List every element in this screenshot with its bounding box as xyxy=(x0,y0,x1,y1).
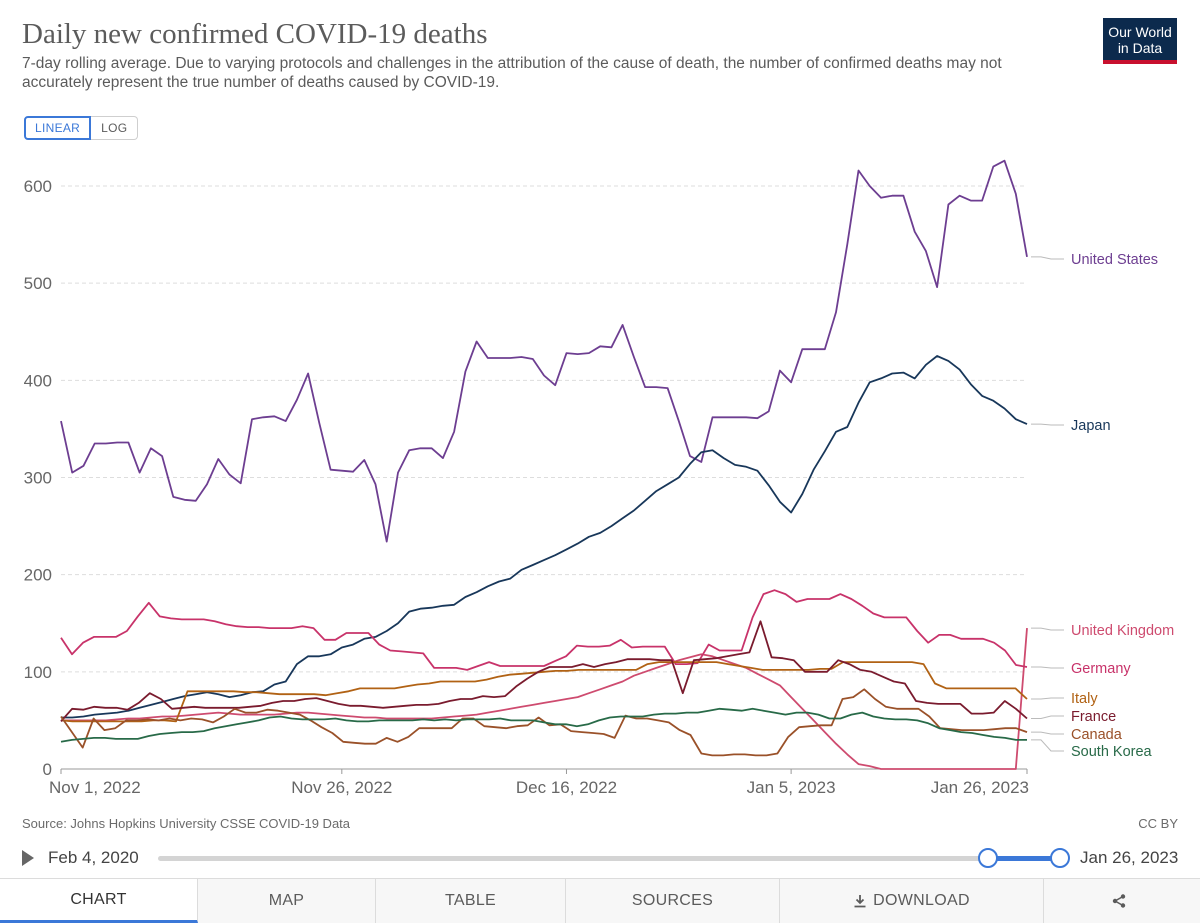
y-axis-ticks: 0 100 200 300 400 500 600 xyxy=(24,177,52,779)
x-tick-label: Jan 26, 2023 xyxy=(931,778,1029,797)
source-note: Source: Johns Hopkins University CSSE CO… xyxy=(22,816,351,831)
series-line-canada[interactable] xyxy=(60,688,1028,757)
series-line-united-kingdom[interactable] xyxy=(61,628,1028,770)
x-tick-label: Jan 5, 2023 xyxy=(747,778,836,797)
tab-download-label: DOWNLOAD xyxy=(873,892,970,909)
share-icon xyxy=(1112,894,1126,908)
series-line-united-states[interactable] xyxy=(60,159,1028,543)
tab-chart[interactable]: CHART xyxy=(0,879,198,923)
series-label-united-states[interactable]: United States xyxy=(1071,252,1158,268)
tab-download[interactable]: DOWNLOAD xyxy=(780,879,1044,923)
timeline-start-label: Feb 4, 2020 xyxy=(48,848,139,867)
line-chart: 0 100 200 300 400 500 600 Nov 1, 2022 Nov 26, 2… xyxy=(24,159,1174,797)
y-tick-label: 600 xyxy=(24,177,52,196)
tab-bar: CHART MAP TABLE SOURCES DOWNLOAD xyxy=(0,878,1200,923)
series-label-germany[interactable]: Germany xyxy=(1071,661,1131,677)
log-scale-button[interactable]: LOG xyxy=(91,116,139,140)
label-connector xyxy=(1031,256,1064,260)
series-label-united-kingdom[interactable]: United Kingdom xyxy=(1071,623,1174,639)
label-connector xyxy=(1031,731,1064,735)
timeline-start-handle[interactable] xyxy=(978,848,998,868)
label-connector xyxy=(1031,423,1064,426)
grid-lines xyxy=(61,185,1027,673)
label-connector xyxy=(1031,627,1064,631)
y-tick-label: 200 xyxy=(24,566,52,585)
series-line-italy[interactable] xyxy=(60,661,1028,723)
y-tick-label: 300 xyxy=(24,469,52,488)
license-link[interactable]: CC BY xyxy=(1138,816,1178,831)
series-line-france[interactable] xyxy=(60,620,1028,722)
logo-line-2: in Data xyxy=(1117,40,1163,56)
x-axis: Nov 1, 2022 Nov 26, 2022 Dec 16, 2022 Jan 5… xyxy=(49,768,1029,797)
label-connector xyxy=(1031,697,1064,700)
chart-title: Daily new confirmed COVID-19 deaths xyxy=(22,18,488,50)
timeline-end-handle[interactable] xyxy=(1050,848,1070,868)
y-tick-label: 0 xyxy=(43,760,52,779)
linear-scale-button[interactable]: LINEAR xyxy=(24,116,92,140)
scale-toggle: LINEAR LOG xyxy=(24,116,139,140)
x-tick-label: Nov 1, 2022 xyxy=(49,778,141,797)
y-tick-label: 400 xyxy=(24,371,52,390)
tab-sources-label: SOURCES xyxy=(631,892,714,909)
chart-subtitle: 7-day rolling average. Due to varying pr… xyxy=(22,55,1002,91)
tab-table[interactable]: TABLE xyxy=(376,879,566,923)
play-icon[interactable] xyxy=(22,850,34,866)
timeline: Feb 4, 2020 Jan 26, 2023 xyxy=(0,840,1200,876)
logo-line-1: Our World xyxy=(1108,24,1172,40)
label-connector xyxy=(1031,739,1064,752)
x-tick-label: Dec 16, 2022 xyxy=(516,778,617,797)
series-label-italy[interactable]: Italy xyxy=(1071,691,1098,707)
tab-sources[interactable]: SOURCES xyxy=(566,879,780,923)
tab-map[interactable]: MAP xyxy=(198,879,376,923)
x-tick-label: Nov 26, 2022 xyxy=(291,778,392,797)
series-line-japan[interactable] xyxy=(61,355,1028,719)
tab-share[interactable] xyxy=(1044,879,1200,923)
series-label-canada[interactable]: Canada xyxy=(1071,727,1123,743)
series-label-france[interactable]: France xyxy=(1071,709,1116,725)
timeline-track[interactable] xyxy=(158,856,1060,861)
timeline-selected-range xyxy=(988,856,1060,861)
series-line-germany[interactable] xyxy=(60,589,1028,671)
label-connector xyxy=(1031,715,1064,719)
label-connector xyxy=(1031,666,1064,669)
owid-logo[interactable]: Our World in Data xyxy=(1103,18,1177,64)
tab-map-label: MAP xyxy=(268,892,305,909)
series-label-south-korea[interactable]: South Korea xyxy=(1071,744,1153,760)
timeline-end-label: Jan 26, 2023 xyxy=(1080,848,1179,867)
series-labels: United States Japan United Kingdom Germany I… xyxy=(1031,252,1174,760)
tab-chart-label: CHART xyxy=(70,890,127,908)
y-tick-label: 100 xyxy=(24,663,52,682)
series-label-japan[interactable]: Japan xyxy=(1071,418,1111,434)
download-icon xyxy=(854,895,866,908)
series-line-south-korea[interactable] xyxy=(60,707,1027,743)
tab-table-label: TABLE xyxy=(445,892,496,909)
series-lines xyxy=(60,159,1028,770)
y-tick-label: 500 xyxy=(24,274,52,293)
